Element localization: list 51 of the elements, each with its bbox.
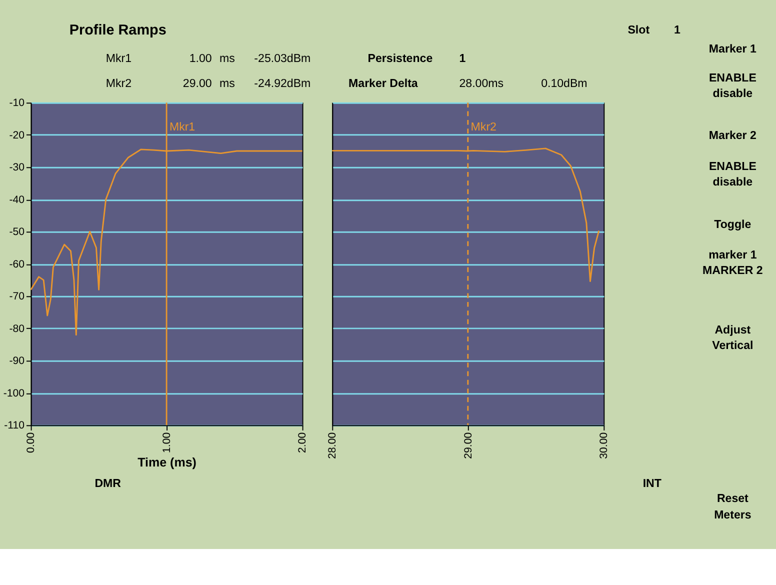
text: MARKER 2 bbox=[702, 265, 763, 278]
text: 0.10dBm bbox=[541, 78, 588, 90]
text: 28.00ms bbox=[459, 78, 504, 90]
ref-line-label: Mkr1 bbox=[169, 122, 196, 134]
text: -25.03dBm bbox=[254, 53, 311, 66]
text: Meters bbox=[714, 510, 752, 522]
text: Mkr2 bbox=[106, 78, 132, 90]
text: Toggle bbox=[714, 218, 752, 231]
y-tick-label: -60 bbox=[9, 258, 25, 270]
y-tick-label: -100 bbox=[3, 387, 25, 400]
y-tick-label: -110 bbox=[4, 420, 25, 432]
text: Slot bbox=[628, 24, 650, 36]
text: DMR bbox=[94, 478, 122, 490]
text: -24.92dBm bbox=[254, 78, 311, 90]
text: disable bbox=[712, 88, 754, 100]
text: Mkr1 bbox=[106, 53, 132, 66]
chart-title: Profile Ramps bbox=[69, 22, 166, 38]
text: ms bbox=[220, 53, 236, 66]
text: Marker 1 bbox=[708, 44, 757, 56]
text: 29.00 bbox=[182, 78, 212, 90]
text: 1.00 bbox=[189, 53, 212, 66]
text: Vertical bbox=[712, 340, 754, 352]
text: marker 1 bbox=[708, 250, 758, 262]
x-tick-label: 1.00 bbox=[160, 432, 173, 453]
text: Marker 2 bbox=[708, 130, 756, 142]
text: 1 bbox=[674, 24, 681, 36]
x-tick-label: 2.00 bbox=[296, 432, 309, 453]
text: Persistence bbox=[368, 53, 434, 66]
x-tick-label: 28.00 bbox=[326, 432, 339, 459]
x-axis-title: Time (ms) bbox=[138, 455, 196, 470]
text: ENABLE bbox=[708, 72, 757, 84]
y-tick-label: -30 bbox=[9, 162, 25, 174]
text: Marker Delta bbox=[348, 78, 418, 90]
y-tick-label: -70 bbox=[9, 290, 25, 303]
y-tick-label: -40 bbox=[9, 194, 25, 206]
text: 1 bbox=[459, 53, 466, 66]
text: ENABLE bbox=[708, 161, 757, 174]
y-tick-label: -20 bbox=[9, 129, 25, 142]
x-tick-label: 30.00 bbox=[598, 432, 610, 459]
text: INT bbox=[642, 478, 662, 490]
text: Reset bbox=[716, 493, 749, 506]
y-tick-label: -80 bbox=[9, 322, 25, 335]
x-tick-label: 0.00 bbox=[25, 432, 38, 453]
y-tick-label: -50 bbox=[9, 226, 25, 238]
y-tick-label: -90 bbox=[9, 355, 25, 368]
text: disable bbox=[712, 176, 754, 188]
text: Adjust bbox=[714, 324, 751, 337]
text: ms bbox=[220, 78, 236, 90]
y-tick-label: -10 bbox=[9, 97, 25, 110]
x-tick-label: 29.00 bbox=[462, 432, 474, 459]
ref-line-label: Mkr2 bbox=[470, 122, 496, 134]
